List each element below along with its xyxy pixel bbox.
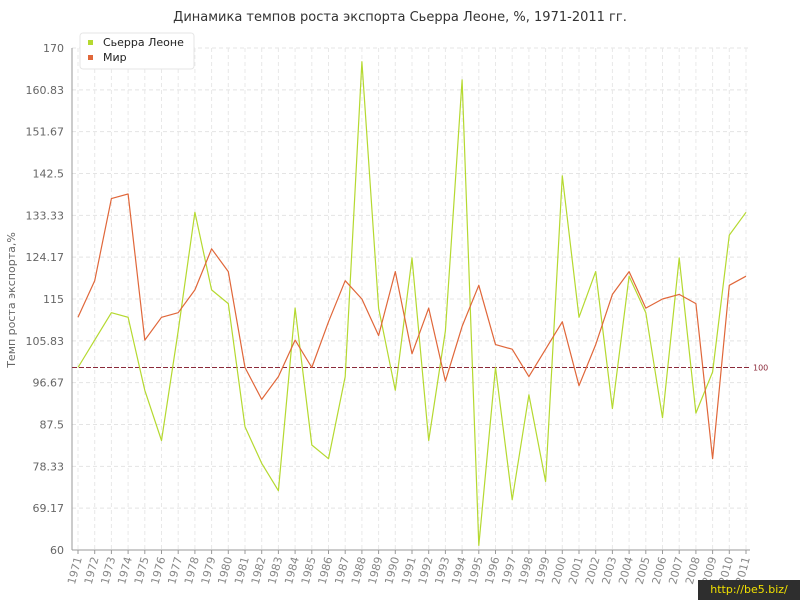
y-tick-label: 124.17 — [26, 251, 65, 264]
y-tick-label: 78.33 — [33, 460, 65, 473]
series-line-1 — [77, 61, 747, 547]
y-tick-label: 96.67 — [33, 377, 65, 390]
y-tick-label: 160.83 — [26, 84, 65, 97]
legend: Сьерра Леоне Мир — [79, 32, 195, 70]
chart-title: Динамика темпов роста экспорта Сьерра Ле… — [173, 10, 627, 25]
legend-label: Мир — [103, 51, 127, 64]
legend-box — [79, 32, 195, 70]
plot-area: 60 69.17 78.33 87.5 96.67 105.83 115 124.17 133.… — [26, 42, 769, 586]
y-tick-label: 142.5 — [33, 168, 65, 181]
y-tick-label: 105.83 — [26, 335, 65, 348]
series-line-2 — [77, 193, 747, 460]
reference-line-label: 100 — [753, 363, 768, 372]
watermark[interactable]: http://be5.biz/ — [698, 580, 800, 600]
y-tick-label: 60 — [50, 544, 64, 557]
legend-swatch — [88, 40, 93, 45]
y-tick-label: 170 — [43, 42, 64, 55]
legend-label: Сьерра Леоне — [103, 36, 184, 49]
y-axis-title: Темп роста экспорта,% — [5, 232, 18, 369]
legend-swatch — [88, 55, 93, 60]
y-tick-label: 115 — [43, 293, 64, 306]
y-tick-label: 87.5 — [40, 419, 65, 432]
y-tick-label: 151.67 — [26, 126, 65, 139]
y-tick-label: 69.17 — [33, 502, 65, 515]
y-tick-label: 133.33 — [26, 209, 65, 222]
